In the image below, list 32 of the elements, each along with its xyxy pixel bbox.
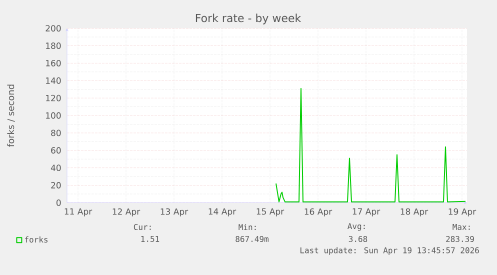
text: Last update: Sun Apr 19 13:45:57 2026 [300, 247, 479, 255]
y-tick-label: 60 [51, 147, 61, 154]
text: Cur: [134, 224, 151, 230]
x-tick-label: 12 Apr [112, 208, 140, 216]
x-tick-label: 17 Apr [352, 208, 380, 216]
x-tick-label: 14 Apr [208, 208, 236, 216]
y-tick-label: 100 [46, 112, 61, 119]
legend-label: forks [24, 236, 48, 243]
y-tick-label: 200 [46, 25, 61, 32]
y-tick-label: 40 [50, 164, 61, 172]
y-tick-label: 80 [51, 130, 61, 136]
y-tick-label: 120 [46, 94, 61, 102]
x-tick-label: 18 Apr [400, 208, 428, 216]
text: 3.68 [348, 236, 368, 242]
x-tick-label: 11 Apr [64, 208, 92, 216]
y-tick-label: 160 [46, 60, 61, 66]
text: Avg: [348, 223, 365, 231]
x-tick-label: 15 Apr [256, 208, 284, 216]
y-tick-label: 20 [51, 182, 61, 188]
text: Min: [238, 224, 256, 230]
text: 867.49m [236, 236, 268, 242]
x-tick-label: 16 Apr [304, 208, 332, 216]
y-tick-label: 0 [56, 199, 61, 206]
chart-title: Fork rate - by week [196, 14, 302, 24]
y-tick-label: 180 [46, 42, 61, 49]
text: 283.39 [446, 236, 474, 242]
text: 1.51 [141, 236, 160, 242]
y-tick-label: 140 [46, 77, 61, 84]
x-tick-label: 19 Apr [448, 208, 476, 216]
text: Max: [452, 224, 470, 230]
x-tick-label: 13 Apr [160, 208, 188, 216]
y-axis-title: forks / second [7, 84, 15, 147]
